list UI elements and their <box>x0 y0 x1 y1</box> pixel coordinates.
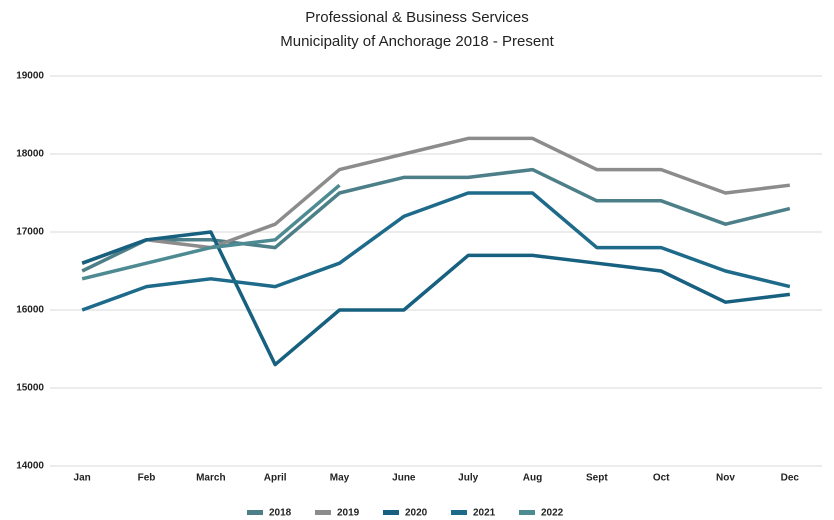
y-tick-label: 18000 <box>16 149 44 160</box>
x-tick-label: April <box>264 473 287 484</box>
series-line <box>81 191 791 312</box>
x-tick-label: Nov <box>716 473 735 484</box>
legend-swatch <box>383 510 399 515</box>
series-line <box>81 183 341 281</box>
legend-label: 2021 <box>473 508 496 519</box>
chart-subtitle: Municipality of Anchorage 2018 - Present <box>280 33 554 50</box>
x-tick-label: Feb <box>138 473 156 484</box>
y-tick-label: 16000 <box>16 305 44 316</box>
legend-swatch <box>247 510 263 515</box>
chart-title: Professional & Business Services <box>305 9 528 26</box>
series-line <box>81 230 791 367</box>
y-tick-label: 17000 <box>16 227 44 238</box>
x-tick-label: Oct <box>653 473 670 484</box>
legend-label: 2018 <box>269 508 292 519</box>
series-line <box>81 136 791 265</box>
y-tick-label: 14000 <box>16 461 44 472</box>
legend-swatch <box>451 510 467 515</box>
x-tick-label: June <box>392 473 416 484</box>
y-tick-label: 19000 <box>16 71 44 82</box>
legend-label: 2022 <box>541 508 564 519</box>
x-tick-label: March <box>196 473 225 484</box>
legend-label: 2019 <box>337 508 360 519</box>
x-tick-label: Dec <box>781 473 800 484</box>
x-tick-label: Sept <box>586 473 608 484</box>
x-tick-label: May <box>330 473 350 484</box>
legend-swatch <box>315 510 331 515</box>
series-line <box>81 167 791 273</box>
x-tick-label: July <box>458 473 478 484</box>
legend-swatch <box>519 510 535 515</box>
x-tick-label: Aug <box>523 473 542 484</box>
legend-label: 2020 <box>405 508 428 519</box>
y-tick-label: 15000 <box>16 383 44 394</box>
x-tick-label: Jan <box>74 473 91 484</box>
